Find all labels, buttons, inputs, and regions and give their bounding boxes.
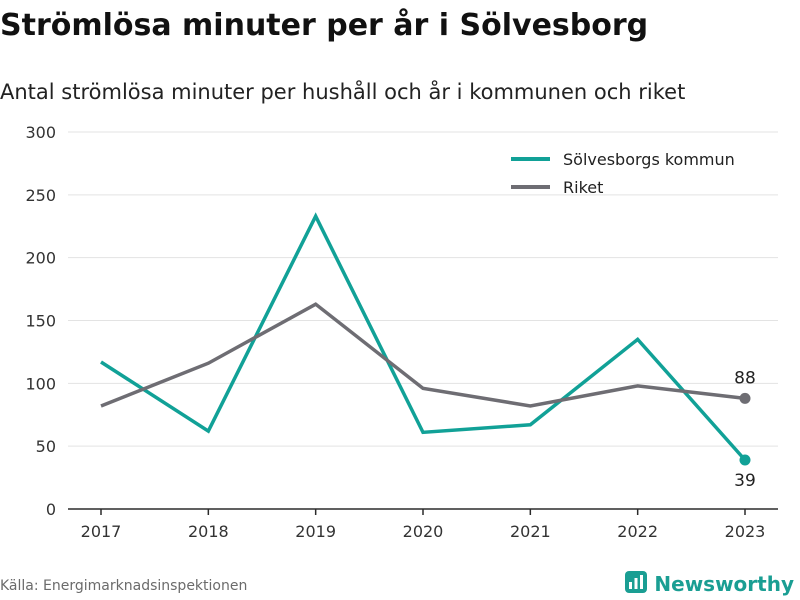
series-line-2 <box>100 302 746 408</box>
chart-subtitle: Antal strömlösa minuter per hushåll och … <box>0 80 686 104</box>
series-end-label-1: 39 <box>734 471 756 491</box>
x-tick-label: 2019 <box>295 522 336 541</box>
legend-label-1: Sölvesborgs kommun <box>563 150 735 169</box>
y-tick-label: 200 <box>25 249 56 268</box>
series-endpoint-2 <box>739 392 751 404</box>
x-tick-label: 2018 <box>188 522 229 541</box>
source-note: Källa: Energimarknadsinspektionen <box>0 578 248 594</box>
y-tick-label: 50 <box>36 437 56 456</box>
line-chart: 0 50 100 150 200 250 300 2017 2018 2019 2020 2021 20… <box>25 123 778 541</box>
y-tick-label: 250 <box>25 186 56 205</box>
chart-title: Strömlösa minuter per år i Sölvesborg <box>0 8 649 43</box>
y-tick-label: 300 <box>25 123 56 142</box>
x-tick-label: 2021 <box>510 522 551 541</box>
series-line-1 <box>100 212 747 462</box>
brand-name: Newsworthy <box>654 572 794 596</box>
series-endpoint-1 <box>739 454 751 466</box>
x-tick-label: 2017 <box>81 522 122 541</box>
y-tick-label: 100 <box>25 374 56 393</box>
brand-logo[interactable]: Newsworthy <box>624 570 794 598</box>
y-tick-label: 0 <box>46 500 56 519</box>
x-tick-label: 2022 <box>617 522 658 541</box>
y-tick-label: 150 <box>25 312 56 331</box>
x-tick-label: 2020 <box>403 522 444 541</box>
legend-label-2: Riket <box>563 178 603 197</box>
newsworthy-logo-icon <box>624 570 648 598</box>
series-end-label-2: 88 <box>734 368 756 388</box>
x-tick-label: 2023 <box>725 522 766 541</box>
